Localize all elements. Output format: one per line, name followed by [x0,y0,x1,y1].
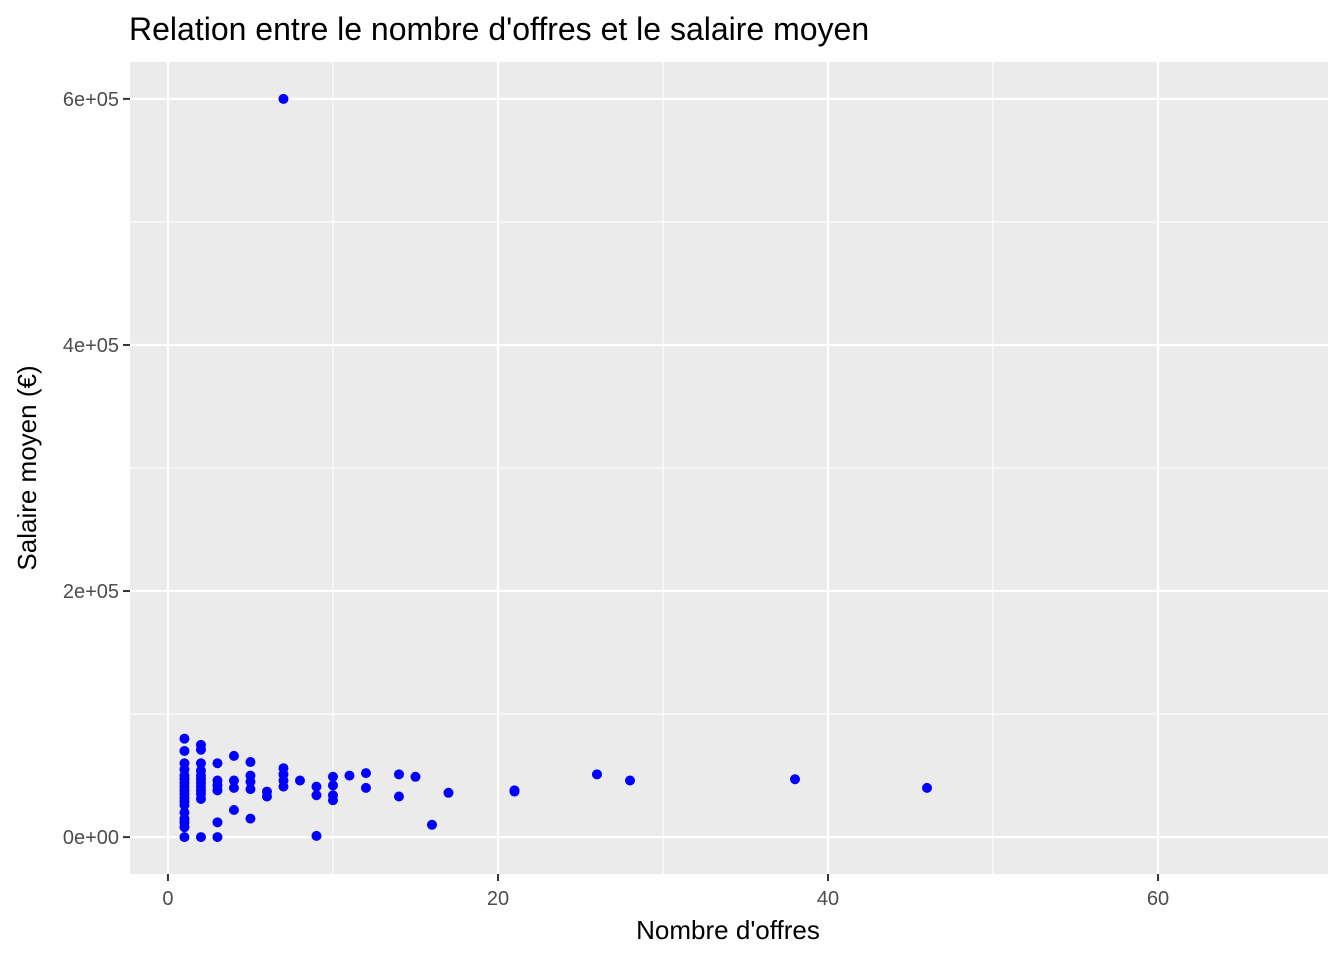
data-point [327,780,338,791]
data-point [212,785,223,796]
data-point [179,800,190,811]
data-point [327,795,338,806]
data-point [195,744,206,755]
data-point [393,791,404,802]
data-point [790,774,801,785]
data-point [426,819,437,830]
data-point [509,786,520,797]
data-point [443,787,454,798]
minor-gridlines [130,62,1328,874]
data-point [311,790,322,801]
y-axis-title: Salaire moyen (€) [12,365,42,570]
data-point [344,770,355,781]
data-point [360,768,371,779]
y-tick-label: 6e+05 [63,89,119,111]
x-tick-label: 40 [817,888,839,910]
major-gridlines [130,62,1328,874]
data-point [245,776,256,787]
data-point [278,93,289,104]
data-point [228,750,239,761]
data-point [212,758,223,769]
data-point [245,757,256,768]
data-point [327,771,338,782]
data-point [410,771,421,782]
data-point [393,769,404,780]
data-point [195,758,206,769]
data-point [212,817,223,828]
data-point [179,733,190,744]
data-point [261,791,272,802]
data-point [311,830,322,841]
y-tick-label: 0e+00 [63,827,119,849]
data-point [624,775,635,786]
data-point [179,745,190,756]
data-point [228,782,239,793]
data-point [360,782,371,793]
chart-title: Relation entre le nombre d'offres et le … [129,11,869,47]
data-points [179,93,933,843]
x-tick-label: 20 [487,888,509,910]
data-point [195,832,206,843]
data-point [245,813,256,824]
data-point [591,769,602,780]
y-axis: 0e+00 2e+05 4e+05 6e+05 [63,89,130,849]
y-tick-label: 2e+05 [63,581,119,603]
data-point [179,822,190,833]
x-tick-label: 60 [1147,888,1169,910]
data-point [278,781,289,792]
data-point [294,775,305,786]
x-axis-title: Nombre d'offres [636,915,820,945]
data-point [922,782,933,793]
x-axis: 0 20 40 60 [162,874,1169,910]
y-tick-label: 4e+05 [63,335,119,357]
data-point [228,775,239,786]
data-point [212,832,223,843]
data-point [179,832,190,843]
x-tick-label: 0 [162,888,173,910]
data-point [311,781,322,792]
data-point [245,784,256,795]
data-point [195,793,206,804]
data-point [228,805,239,816]
